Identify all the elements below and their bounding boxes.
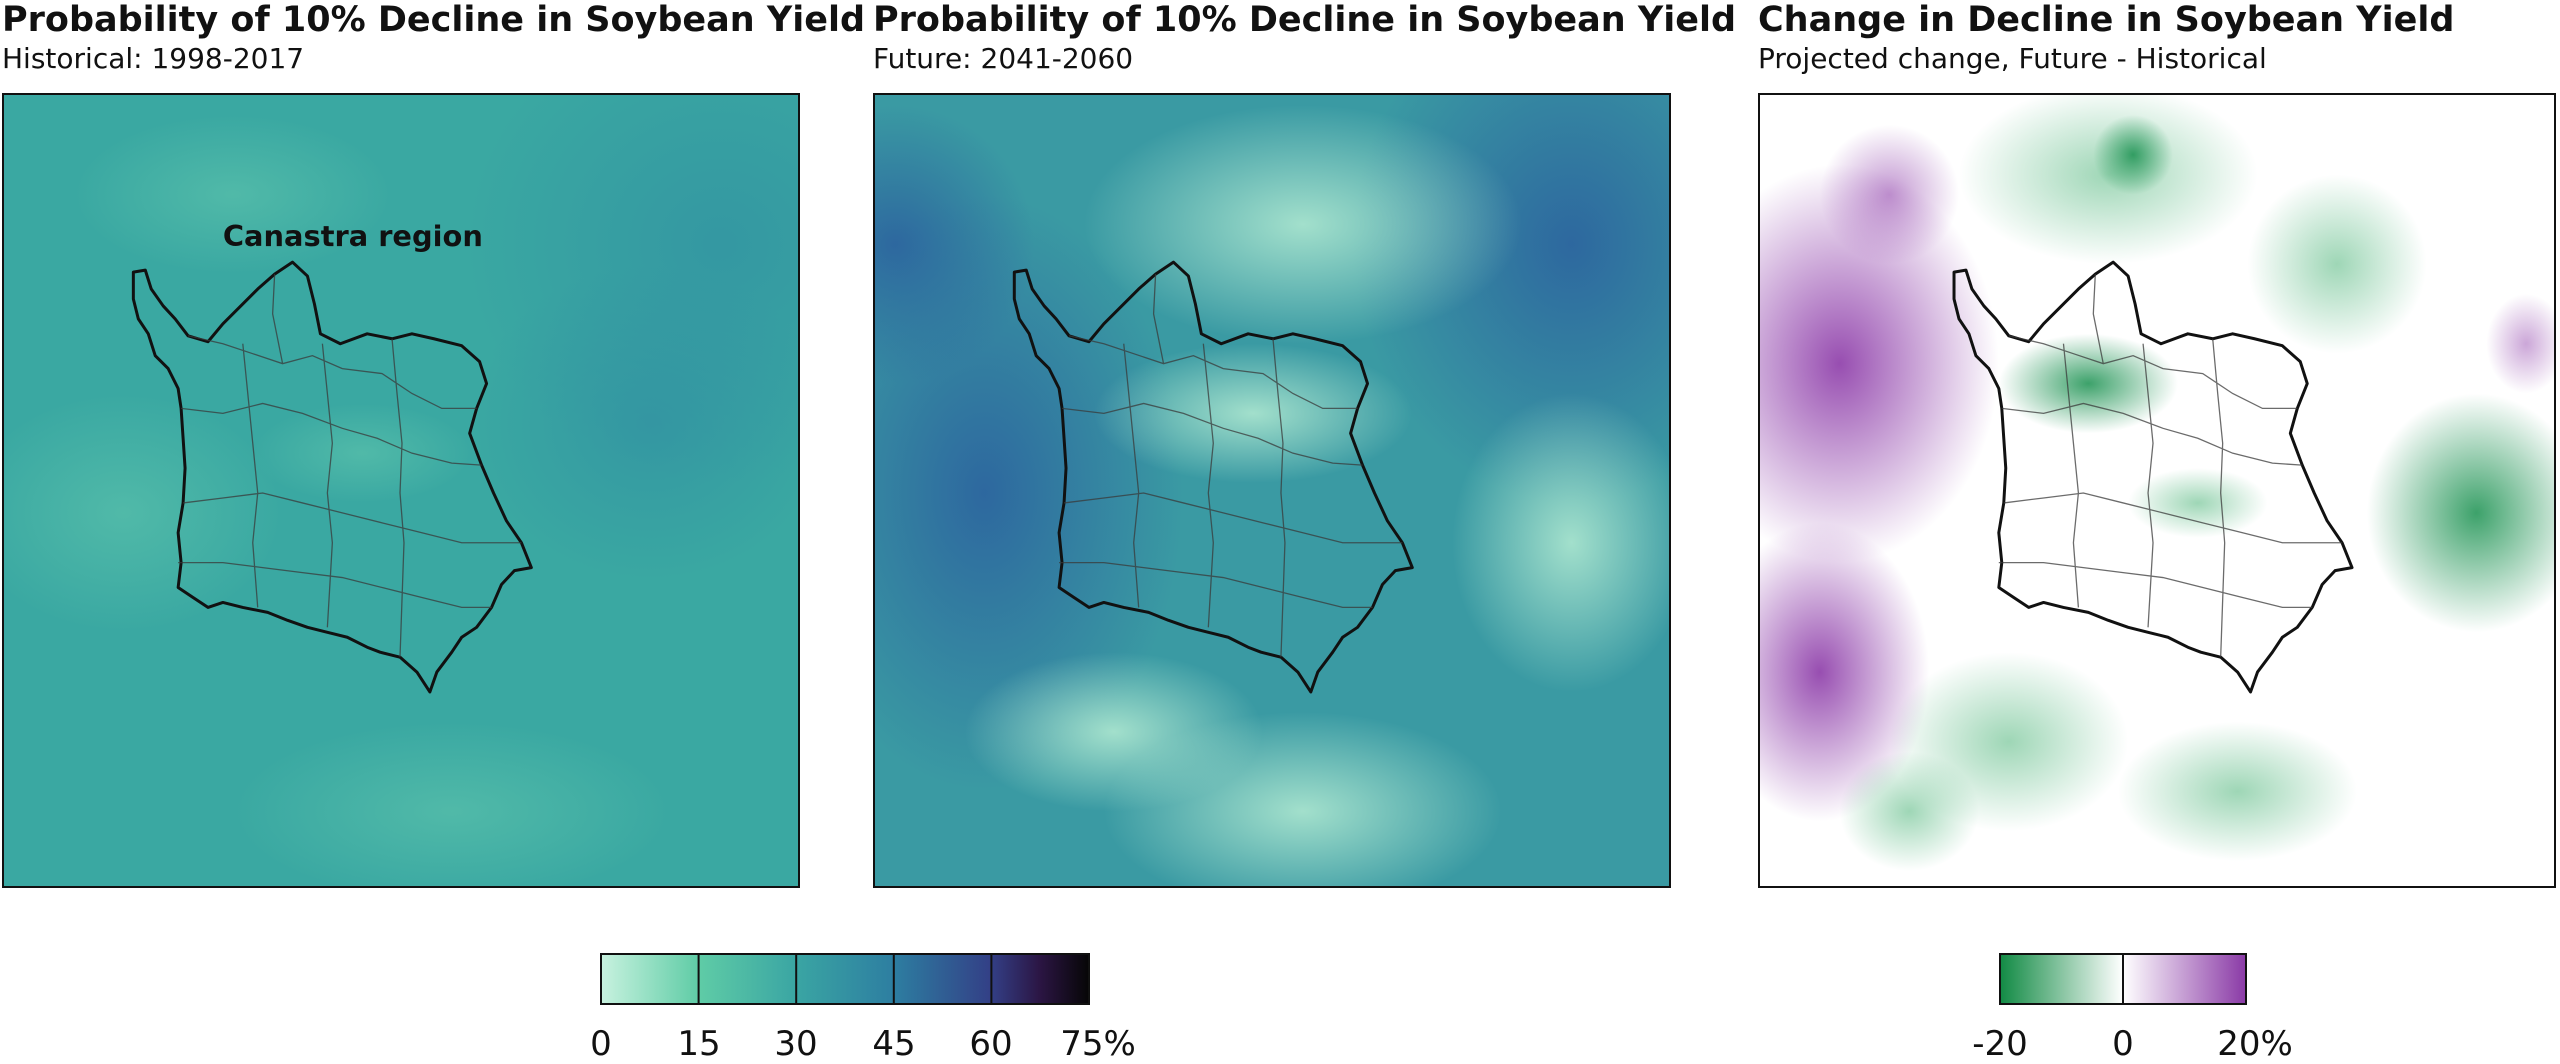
change-tick-20: 20%: [2217, 1024, 2293, 1064]
change-tick-minus20: -20: [1972, 1024, 2028, 1064]
panel-2-subtitle: Future: 2041-2060: [873, 42, 1134, 75]
historical-map: Canastra region: [2, 93, 800, 888]
canastra-region-outline-change: [1952, 260, 2354, 694]
change-colorbar: [1999, 953, 2247, 1005]
panel-3-title: Change in Decline in Soybean Yield: [1758, 0, 2455, 40]
panel-1-title: Probability of 10% Decline in Soybean Yi…: [2, 0, 866, 40]
probability-tick-60: 60: [969, 1024, 1013, 1064]
probability-tick-0: 0: [590, 1024, 612, 1064]
probability-colorbar: [600, 953, 1090, 1005]
change-tick-0: 0: [2112, 1024, 2134, 1064]
probability-tick-75: 75%: [1060, 1024, 1136, 1064]
panel-3-subtitle: Projected change, Future - Historical: [1758, 42, 2267, 75]
future-map: [873, 93, 1671, 888]
canastra-region-outline: [131, 260, 533, 694]
change-map: [1758, 93, 2556, 888]
panel-1-subtitle: Historical: 1998-2017: [2, 42, 305, 75]
canastra-region-outline-future: [1012, 260, 1414, 694]
probability-tick-15: 15: [677, 1024, 721, 1064]
probability-tick-45: 45: [872, 1024, 916, 1064]
probability-tick-30: 30: [774, 1024, 818, 1064]
panel-2-title: Probability of 10% Decline in Soybean Yi…: [873, 0, 1737, 40]
canastra-region-label: Canastra region: [223, 219, 483, 253]
